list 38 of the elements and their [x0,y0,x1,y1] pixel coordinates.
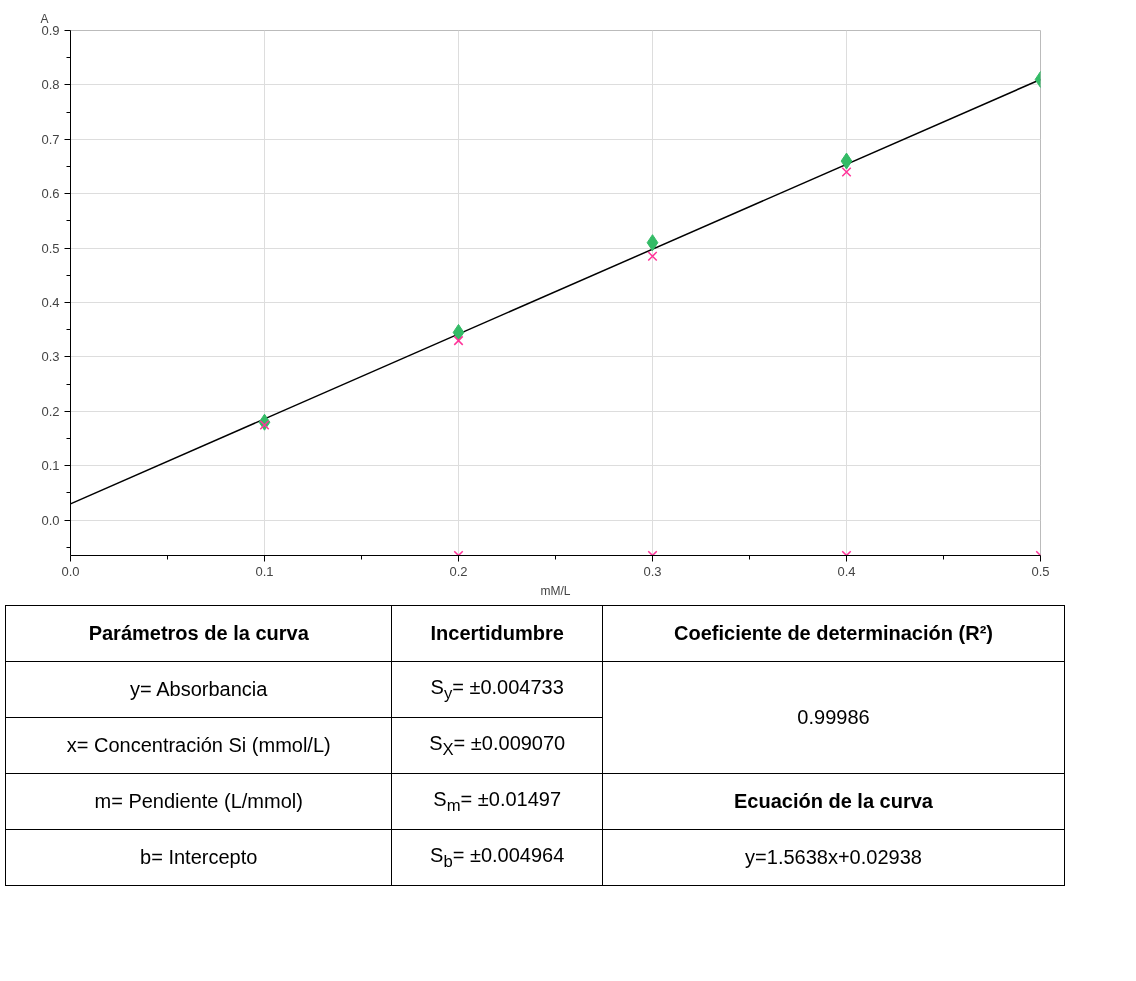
text: b= Intercepto [5,829,392,886]
text: S$_{X}$= ±0.009070 [391,717,603,774]
y-tick-label: 0.8 [41,77,60,93]
x-tick-label: 0.2 [449,563,468,579]
y-tick-label: 0.0 [41,512,60,528]
x-tick-label: 0.3 [643,563,662,579]
point [840,152,853,170]
x-tick-label: 0.4 [837,563,856,579]
x-tick-label: 0.1 [255,563,274,579]
text: Ecuación de la curva [602,773,1065,830]
text: 0.99986 [602,661,1065,774]
x-axis-title: mM/L [540,583,571,598]
point [647,251,658,262]
y-axis-title: A [40,11,49,26]
text: x= Concentración Si (mmol/L) [5,717,392,774]
x-tick-label: 0.0 [61,563,80,579]
y-tick-label: 0.3 [41,349,60,365]
text: S$_{m}$= ±0.01497 [391,773,603,830]
y-tick-label: 0.5 [41,240,60,256]
x-tick-label: 0.5 [1031,563,1050,579]
text: S$_{b}$= ±0.004964 [391,829,603,886]
text: y= Absorbancia [5,661,392,718]
text: y=1.5638x+0.02938 [602,829,1065,886]
point [452,323,465,341]
text: Incertidumbre [391,605,603,662]
y-tick-label: 0.1 [41,458,60,474]
y-tick-label: 0.4 [41,295,60,311]
point [453,335,464,346]
text: Coeficiente de determinación (R²) [602,605,1065,662]
y-tick-label: 0.9 [41,23,60,38]
text: S$_{y}$= ±0.004733 [391,661,603,718]
y-tick-label: 0.6 [41,186,60,202]
text: m= Pendiente (L/mmol) [5,773,392,830]
point [841,166,852,177]
y-tick-label: 0.7 [41,131,60,147]
y-tick-label: 0.2 [41,403,60,419]
text: Parámetros de la curva [5,605,392,662]
point [646,234,659,252]
